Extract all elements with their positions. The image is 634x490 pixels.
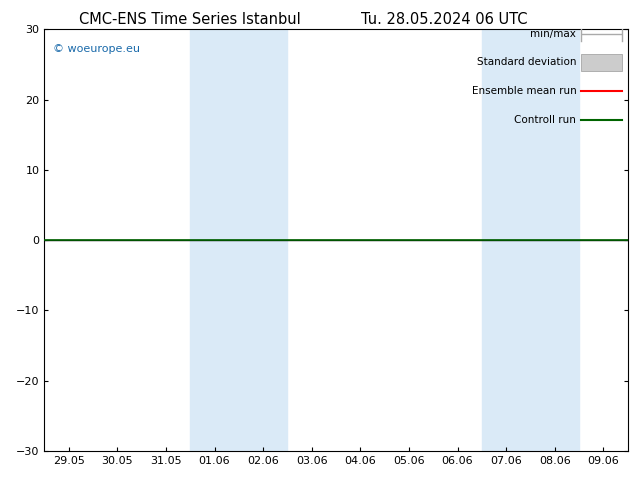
Text: min/max: min/max [531, 28, 576, 39]
Text: CMC-ENS Time Series Istanbul: CMC-ENS Time Series Istanbul [79, 12, 301, 27]
Text: Tu. 28.05.2024 06 UTC: Tu. 28.05.2024 06 UTC [361, 12, 527, 27]
Bar [482, 29, 531, 451]
Text: Ensemble mean run: Ensemble mean run [472, 86, 576, 96]
Bar [581, 54, 622, 71]
Bar [531, 29, 579, 451]
Text: © woeurope.eu: © woeurope.eu [53, 44, 140, 54]
Text: Standard deviation: Standard deviation [477, 57, 576, 67]
Bar [190, 29, 239, 451]
Text: Controll run: Controll run [514, 115, 576, 124]
Bar [239, 29, 287, 451]
